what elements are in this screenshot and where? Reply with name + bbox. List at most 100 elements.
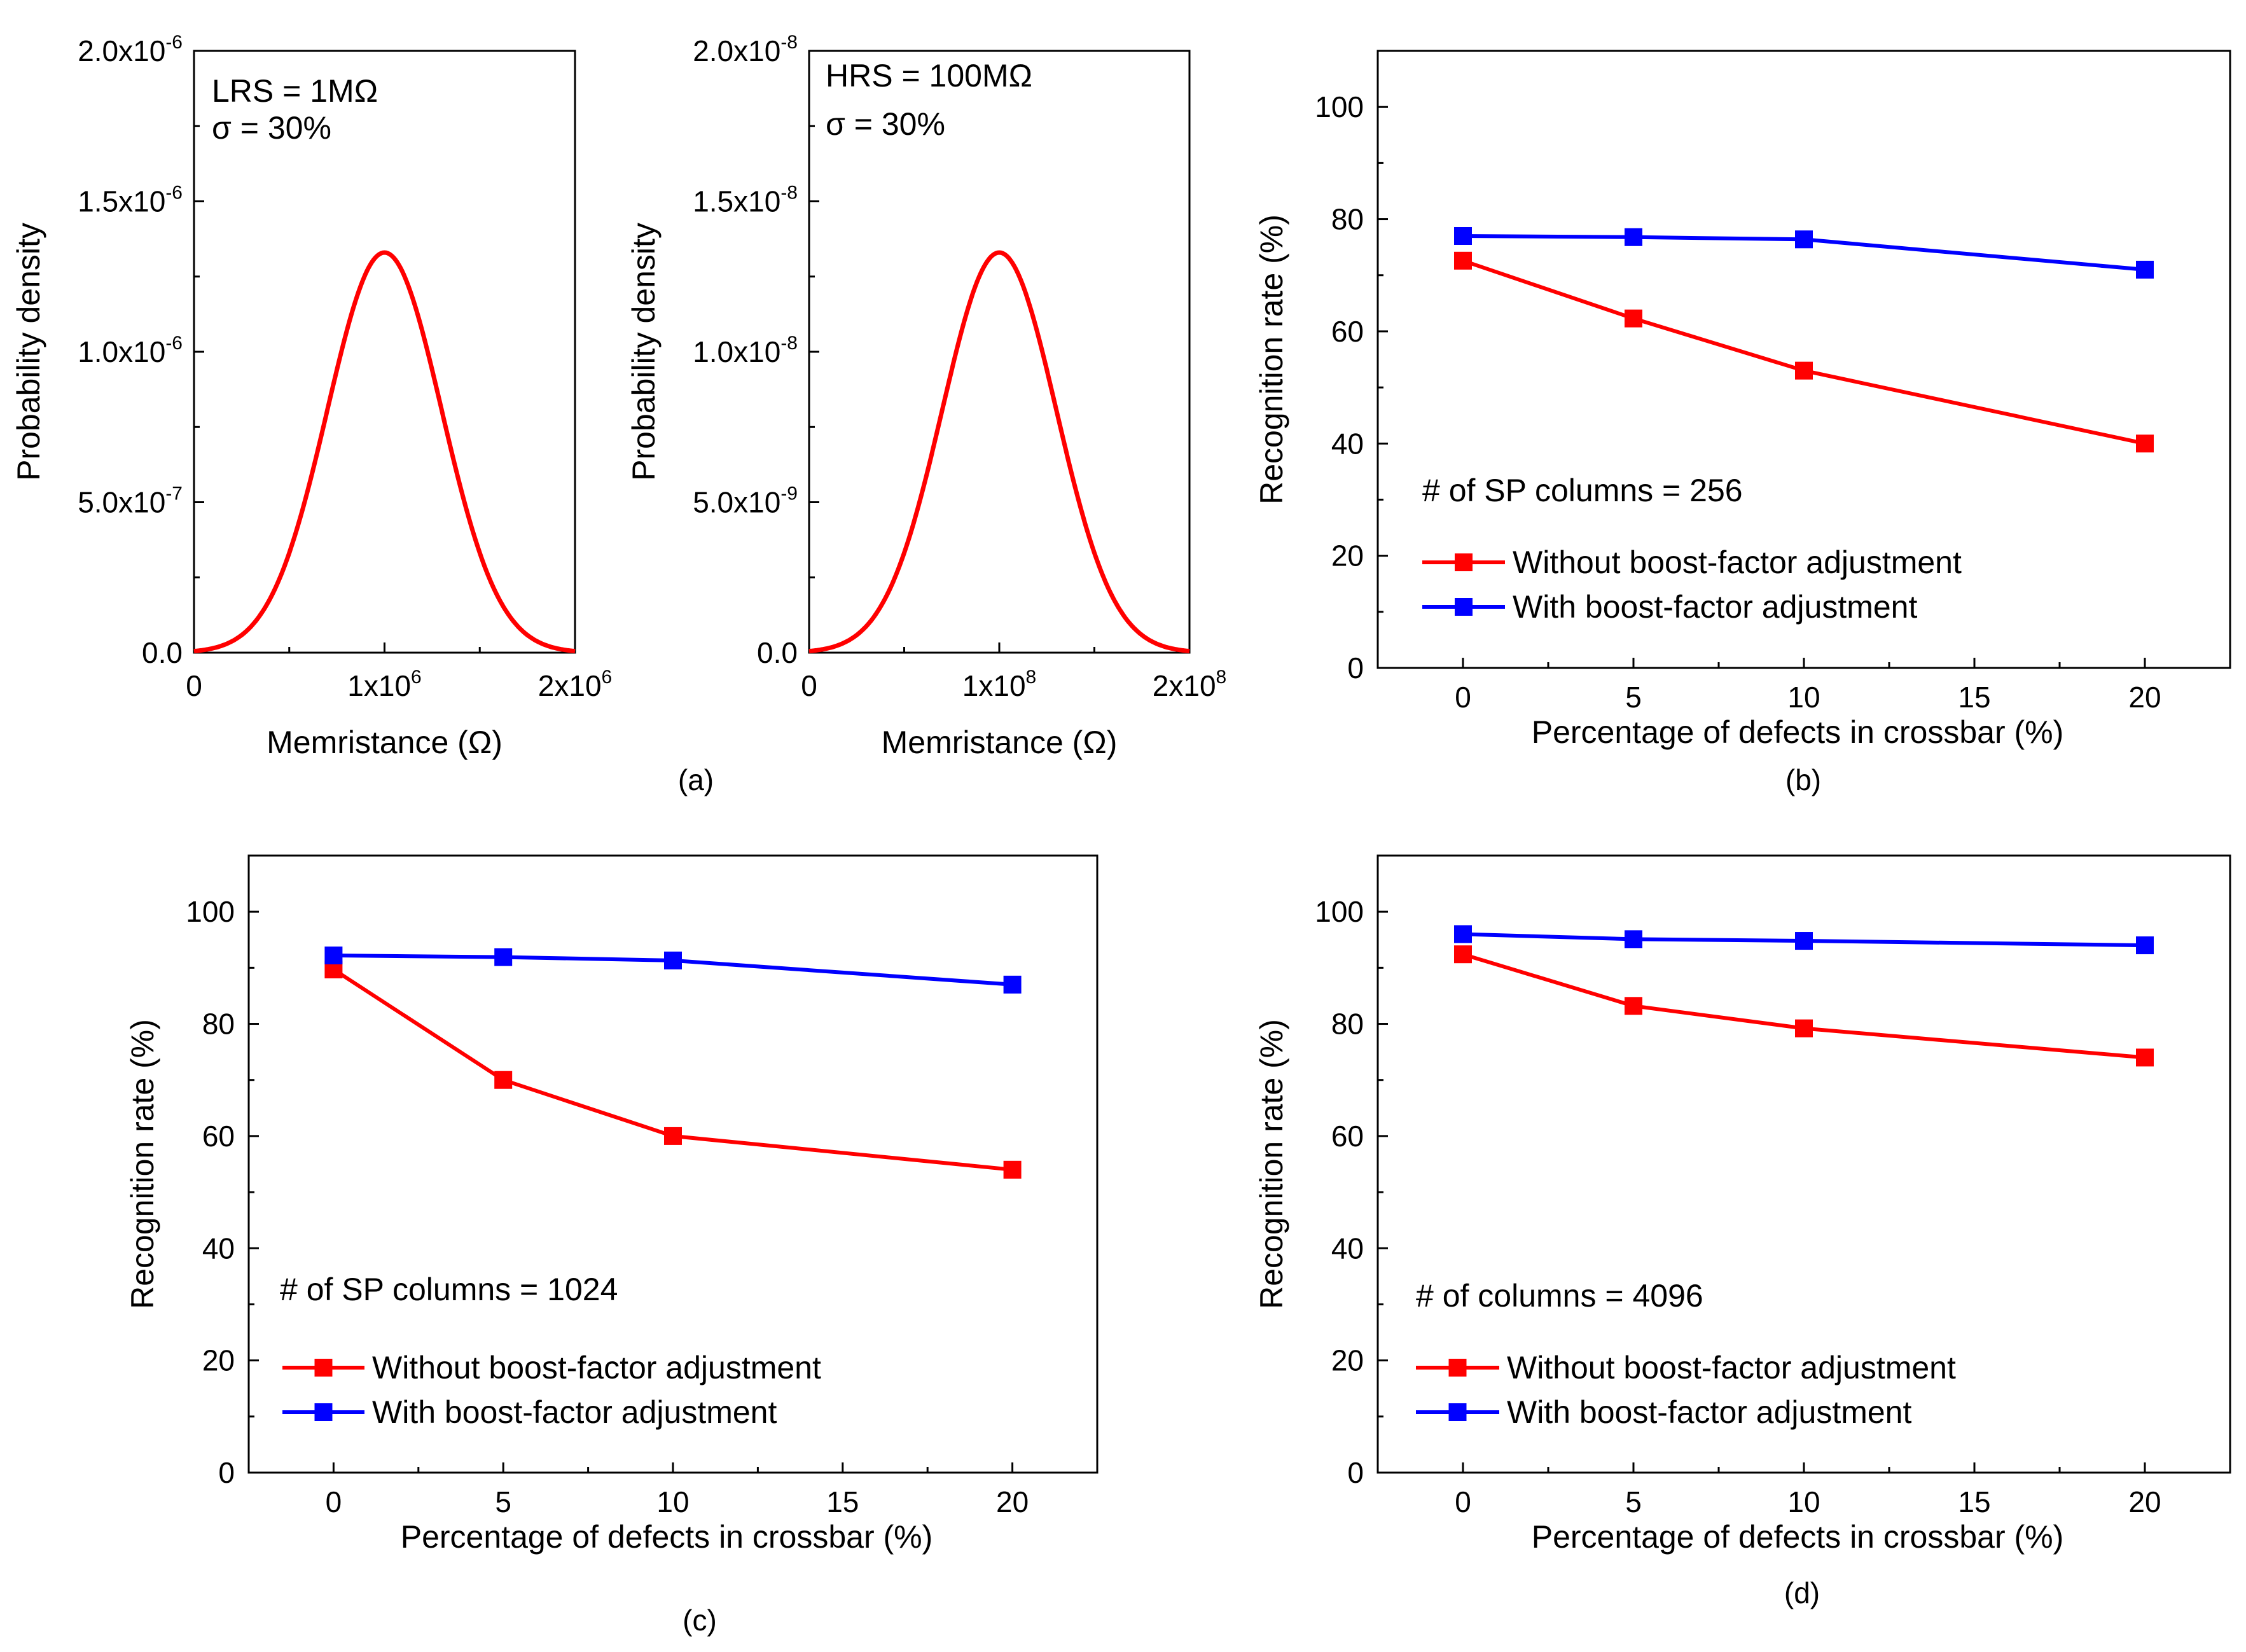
- a1-x-tick-label-0: 0: [186, 669, 202, 702]
- d-legend-marker-1: [1448, 1403, 1467, 1421]
- d-legend-marker-0: [1448, 1359, 1467, 1377]
- d-legend-label-1: With boost-factor adjustment: [1507, 1394, 1911, 1430]
- panel-a1-probability-density-lrs: 0.0 5.0x10-7 1.0x10-6 1.5x10-6 2.0x10-6 0 1x10…: [11, 32, 612, 760]
- d-series-line-1: [1462, 932, 2145, 948]
- d-annotation: # of columns = 4096: [1416, 1278, 1703, 1314]
- panel-a2-probability-density-hrs: 0.0 5.0x10-9 1.0x10-8 1.5x10-8 2.0x10-8 0 1x10…: [626, 32, 1226, 760]
- a2-x-tick-label-0: 0: [801, 669, 817, 702]
- d-series-1-point-3: [2136, 936, 2154, 955]
- c-series-0-point-1: [494, 1071, 513, 1089]
- c-y-tick-label-0: 0: [218, 1456, 235, 1489]
- c-y-tick-label-3: 60: [202, 1120, 235, 1153]
- c-series-1-point-3: [1003, 975, 1022, 994]
- a2-x-tick-label-1: 1x108: [962, 667, 1036, 702]
- c-series-1-point-0: [324, 946, 343, 964]
- d-y-tick-label-3: 60: [1331, 1120, 1364, 1153]
- d-x-tick-label-0: 0: [1455, 1485, 1471, 1518]
- c-y-axis-title: Recognition rate (%): [125, 1019, 160, 1309]
- c-y-tick-label-2: 40: [202, 1232, 235, 1265]
- c-y-tick-label-5: 100: [186, 895, 235, 928]
- b-series-1-point-2: [1795, 230, 1813, 249]
- c-x-tick-label-0: 0: [326, 1485, 342, 1518]
- panel-d-recognition-rate-4096: 0 20 40 60 80 100 0 5 10 15 20 Percentage of defect…: [1254, 854, 2231, 1555]
- a1-annotation-1: σ = 30%: [212, 110, 331, 146]
- b-legend-label-0: Without boost-factor adjustment: [1513, 545, 1962, 580]
- a1-annotation-0: LRS = 1MΩ: [212, 73, 378, 109]
- panel-b-recognition-rate-256: 0 20 40 60 80 100 0 5 10 15 20 Percentage of defect…: [1254, 50, 2231, 750]
- a1-y-tick-label-4: 2.0x10-6: [78, 32, 183, 67]
- b-legend-marker-0: [1455, 553, 1473, 571]
- b-y-tick-label-2: 40: [1331, 427, 1364, 460]
- d-y-tick-label-4: 80: [1331, 1008, 1364, 1041]
- b-series-line-0: [1462, 258, 2145, 446]
- c-x-tick-label-2: 10: [656, 1485, 689, 1518]
- d-y-tick-label-2: 40: [1331, 1232, 1364, 1265]
- d-series-1-point-1: [1625, 930, 1642, 948]
- c-x-tick-label-4: 20: [996, 1485, 1029, 1518]
- b-y-tick-label-5: 100: [1315, 90, 1364, 123]
- d-series-0-point-1: [1625, 997, 1642, 1015]
- c-series-line-1: [333, 954, 1013, 987]
- a1-y-axis-title: Probability density: [11, 223, 46, 481]
- panel-label-d: (d): [1784, 1576, 1820, 1609]
- d-series-0-point-2: [1795, 1019, 1813, 1038]
- a2-y-tick-label-0: 0.0: [757, 636, 798, 669]
- c-y-tick-label-4: 80: [202, 1008, 235, 1041]
- a1-x-tick-label-1: 1x106: [347, 667, 421, 702]
- d-x-tick-label-3: 15: [1958, 1485, 1990, 1518]
- b-series-0-point-2: [1795, 361, 1813, 380]
- b-legend-label-1: With boost-factor adjustment: [1513, 589, 1917, 625]
- c-series-1-point-2: [664, 951, 682, 969]
- b-x-tick-label-4: 20: [2128, 681, 2161, 714]
- b-x-tick-label-0: 0: [1455, 681, 1471, 714]
- c-y-tick-label-1: 20: [202, 1344, 235, 1377]
- b-y-tick-label-3: 60: [1331, 315, 1364, 348]
- panel-label-b: (b): [1785, 763, 1821, 796]
- a2-y-tick-label-3: 1.5x10-8: [693, 183, 798, 218]
- a1-x-tick-label-2: 2x106: [538, 667, 612, 702]
- a1-x-axis-title: Memristance (Ω): [267, 725, 503, 760]
- d-series-0-point-3: [2136, 1048, 2154, 1067]
- b-legend-marker-1: [1455, 598, 1473, 616]
- b-x-tick-label-1: 5: [1625, 681, 1642, 714]
- a1-y-tick-label-3: 1.5x10-6: [78, 183, 183, 218]
- b-series-1-point-1: [1625, 228, 1642, 246]
- c-legend-marker-1: [314, 1403, 333, 1421]
- b-series-1-point-3: [2136, 260, 2154, 279]
- a1-y-tick-label-0: 0.0: [142, 636, 183, 669]
- b-x-tick-label-3: 15: [1958, 681, 1990, 714]
- a1-y-tick-label-2: 1.0x10-6: [78, 333, 183, 368]
- c-series-line-0: [332, 968, 1013, 1172]
- b-y-axis-title: Recognition rate (%): [1254, 214, 1289, 504]
- c-x-tick-label-3: 15: [826, 1485, 859, 1518]
- c-series-0-point-2: [664, 1127, 682, 1145]
- d-y-tick-label-5: 100: [1315, 895, 1364, 928]
- c-x-tick-label-1: 5: [495, 1485, 511, 1518]
- d-y-axis-title: Recognition rate (%): [1254, 1019, 1289, 1309]
- a2-gaussian-curve: [808, 250, 1190, 654]
- b-series-0-point-3: [2136, 434, 2154, 453]
- a1-y-tick-label-1: 5.0x10-7: [78, 483, 183, 519]
- b-annotation: # of SP columns = 256: [1422, 473, 1743, 508]
- panel-c-recognition-rate-1024: 0 20 40 60 80 100 0 5 10 15 20 Percentage of defect…: [125, 854, 1099, 1555]
- c-legend-label-0: Without boost-factor adjustment: [372, 1350, 821, 1385]
- a2-annotation-1: σ = 30%: [826, 106, 945, 142]
- c-annotation: # of SP columns = 1024: [280, 1272, 618, 1307]
- d-legend-label-0: Without boost-factor adjustment: [1507, 1350, 1956, 1385]
- d-x-tick-label-4: 20: [2128, 1485, 2161, 1518]
- d-x-tick-label-1: 5: [1625, 1485, 1642, 1518]
- b-series-line-1: [1462, 234, 2145, 272]
- a2-y-tick-label-1: 5.0x10-9: [693, 483, 798, 519]
- d-series-1-point-2: [1795, 932, 1813, 950]
- c-legend-marker-0: [314, 1359, 333, 1377]
- d-series-1-point-0: [1454, 925, 1472, 943]
- a2-y-tick-label-2: 1.0x10-8: [693, 333, 798, 368]
- b-y-tick-label-4: 80: [1331, 203, 1364, 236]
- d-x-tick-label-2: 10: [1787, 1485, 1820, 1518]
- b-y-tick-label-0: 0: [1347, 651, 1364, 684]
- a2-x-tick-label-2: 2x108: [1153, 667, 1226, 702]
- panel-label-c: (c): [683, 1604, 717, 1637]
- b-series-0-point-1: [1625, 309, 1642, 328]
- a1-gaussian-curve: [193, 250, 576, 654]
- c-series-1-point-1: [494, 948, 513, 966]
